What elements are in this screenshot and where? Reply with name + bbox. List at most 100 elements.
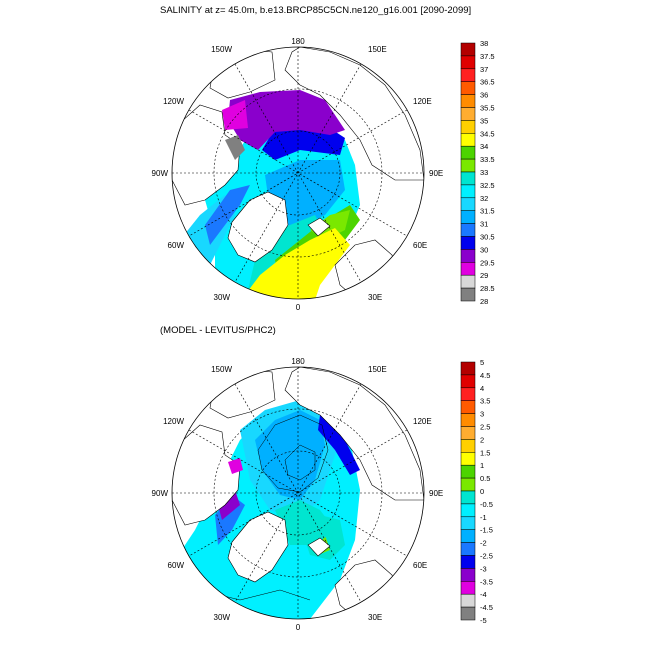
colorbar-bottom-tick-label: -1.5 [480, 526, 493, 535]
diff-fill-blue-east [318, 415, 360, 475]
ocean-fill-yellow [245, 228, 350, 299]
colorbar-top-tick-label: 33.5 [480, 155, 495, 164]
colorbar-top-tick-label: 29.5 [480, 258, 495, 267]
lon-label-30w: 30W [214, 293, 231, 302]
colorbar-top-tick-label: 35.5 [480, 104, 495, 113]
svalbard-land [307, 217, 331, 237]
colorbar-top-tick-label: 28.5 [480, 284, 495, 293]
lon-label-90e-bottom: 90E [429, 489, 443, 498]
colorbar-bottom-tick-label: -2 [480, 539, 487, 548]
colorbar-top-tick-label: 38 [480, 39, 488, 48]
colorbar-top-swatch [460, 274, 476, 289]
colorbar-bottom-tick-label: -4.5 [480, 603, 493, 612]
map-border-bottom [171, 366, 425, 620]
colorbar-bottom-tick-label: 3 [480, 410, 484, 419]
colorbar-bottom-tick-label: 0.5 [480, 474, 490, 483]
colorbar-top-tick-label: 30 [480, 245, 488, 254]
colorbar-bottom-tick-label: -1 [480, 513, 487, 522]
diff-fill-offshore [275, 500, 335, 545]
colorbar-top-tick-label: 37 [480, 65, 488, 74]
colorbar-bottom-swatch [460, 503, 476, 518]
colorbar-top-tick-label: 31.5 [480, 207, 495, 216]
ocean-fill-bluecoast [205, 185, 250, 245]
colorbar-bottom-swatch [460, 542, 476, 556]
lon-label-120e: 120E [413, 97, 432, 106]
lon-label-30w-bottom: 30W [214, 613, 231, 622]
canada-land [172, 104, 241, 206]
colorbar-bottom-swatch [460, 581, 476, 595]
colorbar-top-swatch [460, 262, 476, 276]
ocean-fill-magenta [222, 100, 248, 130]
lon-label-120w: 120W [163, 97, 184, 106]
colorbar-bottom-swatch [460, 400, 476, 414]
lon-label-120w-bottom: 120W [163, 417, 184, 426]
colorbar-bottom-tick-label: -4 [480, 590, 487, 599]
archipelago-fill-bottom [228, 458, 243, 474]
difference-map-bottom: 180 150W 150E 120W 120E 90W 90E 60W 60E … [152, 357, 444, 632]
colorbar-top-swatch [460, 223, 476, 237]
colorbar-top-tick-label: 32 [480, 194, 488, 203]
salinity-map-top: 180 150W 150E 120W 120E 90W 90E 60W 60E … [152, 37, 444, 312]
colorbar-bottom-tick-label: 1 [480, 461, 484, 470]
colorbar-top-swatch [460, 236, 476, 250]
colorbar-top: 38 37.5 37 36.5 36 35.5 35 34.5 34 33.5 33 32.5 32 31… [460, 39, 495, 306]
colorbar-bottom-swatch [460, 490, 476, 505]
colorbar-bottom-swatch [460, 387, 476, 401]
colorbar-bottom-swatch [460, 413, 476, 427]
colorbar-bottom-swatch [460, 464, 476, 479]
colorbar-bottom-swatch [460, 593, 476, 608]
lon-label-60e-bottom: 60E [413, 561, 427, 570]
colorbar-top-swatch [460, 171, 476, 186]
colorbar-bottom-swatch [460, 606, 476, 621]
colorbar-top-tick-label: 33 [480, 168, 488, 177]
lon-label-150e-bottom: 150E [368, 365, 387, 374]
lon-label-30e-bottom: 30E [368, 613, 382, 622]
colorbar-bottom-tick-label: 4.5 [480, 371, 490, 380]
greenland-land-bottom [227, 511, 289, 583]
lon-label-90w-bottom: 90W [152, 489, 169, 498]
lon-label-180-bottom: 180 [291, 357, 305, 366]
graticule-top [172, 47, 424, 299]
colorbar-bottom-tick-label: -5 [480, 616, 487, 625]
colorbar-bottom-tick-label: -0.5 [480, 500, 493, 509]
colorbar-bottom-tick-label: 2 [480, 435, 484, 444]
colorbar-bottom-tick-label: 0 [480, 487, 484, 496]
lon-label-150e: 150E [368, 45, 387, 54]
archipelago-fill [225, 135, 245, 160]
colorbar-top-tick-label: 29 [480, 271, 488, 280]
colorbar-top-swatch [460, 42, 476, 57]
lon-label-30e: 30E [368, 293, 382, 302]
colorbar-bottom-swatch [460, 439, 476, 453]
colorbar-bottom-swatch [460, 555, 476, 569]
siberia-land [284, 47, 424, 181]
lon-label-120e-bottom: 120E [413, 417, 432, 426]
colorbar-top-swatch [460, 55, 476, 70]
difference-subtitle: (MODEL - LEVITUS/PHC2) [160, 325, 276, 336]
colorbar-top-swatch [460, 197, 476, 211]
colorbar-top-swatch [460, 287, 476, 302]
colorbar-top-swatch [460, 107, 476, 121]
colorbar-bottom-tick-label: -3 [480, 564, 487, 573]
colorbar-bottom-swatch [460, 361, 476, 376]
map-border-top [171, 46, 425, 300]
lon-label-150w: 150W [211, 45, 232, 54]
lon-label-0: 0 [296, 303, 301, 312]
ocean-fill-purple [228, 90, 345, 150]
colorbar-bottom-tick-label: 4 [480, 384, 484, 393]
canada-land-bottom [172, 424, 241, 526]
siberia-land-bottom [284, 367, 424, 501]
colorbar-bottom-swatch [460, 568, 476, 582]
lon-label-60w-bottom: 60W [168, 561, 185, 570]
colorbar-top-tick-label: 28 [480, 297, 488, 306]
colorbar-bottom-tick-label: 2.5 [480, 423, 490, 432]
colorbar-bottom-swatch [460, 426, 476, 440]
lon-label-90e: 90E [429, 169, 443, 178]
colorbar-top-tick-label: 36.5 [480, 78, 495, 87]
colorbar-top-swatch [460, 120, 476, 134]
colorbar-bottom-tick-label: -3.5 [480, 577, 493, 586]
graticule-bottom [172, 367, 424, 619]
colorbar-bottom-swatch [460, 477, 476, 492]
colorbar-top-swatch [460, 184, 476, 199]
lon-label-60e: 60E [413, 241, 427, 250]
colorbar-bottom-tick-label: 3.5 [480, 397, 490, 406]
